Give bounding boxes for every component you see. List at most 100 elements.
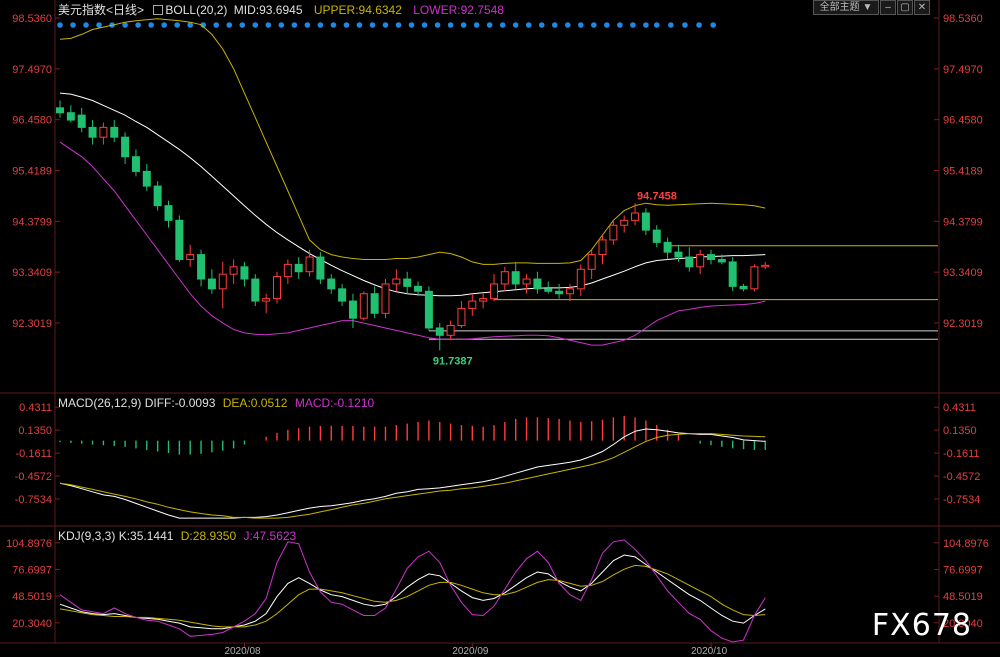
candle-body xyxy=(99,126,108,138)
candle-body xyxy=(620,219,629,226)
boll-label: BOLL(20,2) xyxy=(165,3,228,17)
candle-body xyxy=(338,288,347,302)
boll-mid-line xyxy=(59,92,766,297)
candle-body xyxy=(283,263,292,278)
close-icon[interactable]: ✕ xyxy=(914,0,930,15)
macd-tick-label-left: 0.1350 xyxy=(18,425,52,437)
candle-body xyxy=(587,254,596,270)
candle-body xyxy=(641,212,650,231)
topic-dropdown[interactable]: 全部主题 ▼ xyxy=(813,0,879,15)
band-marker-dot xyxy=(643,22,649,28)
minimize-icon[interactable]: – xyxy=(880,0,896,15)
grid xyxy=(55,17,939,648)
kdj-k-line xyxy=(59,554,766,630)
band-marker-dot xyxy=(83,22,89,28)
restore-icon[interactable]: ▢ xyxy=(897,0,913,15)
boll-lower-line xyxy=(59,141,766,346)
band-marker-dot xyxy=(122,22,128,28)
candle-body xyxy=(717,258,726,263)
kdj-tick-label-left: 20.3040 xyxy=(12,618,52,630)
candle-body xyxy=(555,290,564,295)
band-marker-dot xyxy=(96,22,102,28)
macd-tick-label-left: -0.4572 xyxy=(15,471,52,483)
price-tick-label-left: 95.4189 xyxy=(12,165,52,177)
kdj-tick-label-right: 104.8976 xyxy=(943,538,989,550)
band-marker-dot xyxy=(564,22,571,28)
price-legend: 美元指数<日线> BOLL(20,2) MID:93.6945 UPPER:94… xyxy=(58,1,504,18)
band-marker-dot xyxy=(617,22,623,28)
band-marker-dot xyxy=(278,22,285,28)
band-marker-dot xyxy=(187,22,193,28)
candle-body xyxy=(77,114,86,128)
candle-body xyxy=(576,268,585,290)
band-marker-dot xyxy=(317,22,324,28)
band-marker-dot xyxy=(604,22,610,28)
candle-body xyxy=(66,112,75,121)
band-marker-dot xyxy=(343,22,350,28)
topic-dropdown-label: 全部主题 xyxy=(819,2,860,13)
candle-body xyxy=(728,261,737,287)
price-tick-label-left: 94.3799 xyxy=(12,216,52,228)
candle-body xyxy=(598,239,607,256)
candle-body xyxy=(446,325,455,336)
candle-body xyxy=(511,271,520,285)
macd-diff: DIFF:-0.0093 xyxy=(144,396,216,410)
candle-body xyxy=(479,298,488,302)
macd-dea: DEA:0.0512 xyxy=(222,396,288,410)
price-tick-label-left: 98.5360 xyxy=(12,13,52,25)
band-marker-dot xyxy=(525,22,532,28)
candle-body xyxy=(414,285,423,292)
candle-body xyxy=(197,254,206,280)
candle-body xyxy=(435,327,444,336)
candle-body xyxy=(56,107,64,114)
candle-body xyxy=(750,266,759,290)
band-marker-dot xyxy=(447,22,454,28)
candle-body xyxy=(565,288,574,295)
band-marker-dot xyxy=(551,22,558,28)
macd-tick-label-right: 0.1350 xyxy=(943,425,977,437)
boll-icon xyxy=(153,5,164,15)
candle-body xyxy=(240,266,249,280)
band-marker-dot xyxy=(591,22,597,28)
band-marker-dot xyxy=(226,22,233,28)
price-tick-label-left: 92.3019 xyxy=(12,318,52,330)
candle-body xyxy=(262,298,271,302)
period-label[interactable]: <日线> xyxy=(106,3,145,17)
kdj-j: J:47.5623 xyxy=(243,529,297,543)
candle-body xyxy=(294,263,303,273)
candle-body xyxy=(88,126,97,138)
band-marker-dot xyxy=(356,22,363,28)
boll-upper: UPPER:94.6342 xyxy=(313,3,402,17)
candle-body xyxy=(186,254,195,260)
band-marker-dot xyxy=(538,22,545,28)
macd-tick-label-right: -0.1611 xyxy=(943,448,980,460)
candle-body xyxy=(674,251,683,258)
price-panel: 94.7458 91.7387 xyxy=(56,18,938,368)
kdj-tick-label-left: 104.8976 xyxy=(6,538,52,550)
candle-body xyxy=(251,278,260,302)
watermark-logo: FX678 xyxy=(871,608,972,643)
price-tick-label-left: 97.4970 xyxy=(12,64,52,76)
candle-body xyxy=(273,276,281,300)
kdj-title: KDJ(9,3,3) xyxy=(58,529,116,543)
price-tick-label-right: 93.3409 xyxy=(943,267,983,279)
band-marker-dot xyxy=(653,22,660,28)
candle-body xyxy=(403,278,412,287)
candle-body xyxy=(707,254,715,260)
macd-panel xyxy=(59,415,766,519)
boll-upper-line xyxy=(59,18,766,265)
price-tick-label-left: 96.4580 xyxy=(12,115,52,127)
candle-body xyxy=(359,293,368,319)
macd-tick-label-right: -0.4572 xyxy=(943,471,980,483)
band-marker-dot xyxy=(213,22,220,28)
price-tick-label-right: 98.5360 xyxy=(943,13,983,25)
candle-body xyxy=(631,212,640,221)
candle-body xyxy=(131,156,140,172)
candle-body xyxy=(370,293,379,314)
candle-body xyxy=(533,278,542,290)
candle-body xyxy=(392,278,401,285)
band-marker-dot xyxy=(696,22,702,28)
candle-body xyxy=(110,126,119,138)
macd-legend: MACD(26,12,9) DIFF:-0.0093 DEA:0.0512 MA… xyxy=(58,396,374,410)
